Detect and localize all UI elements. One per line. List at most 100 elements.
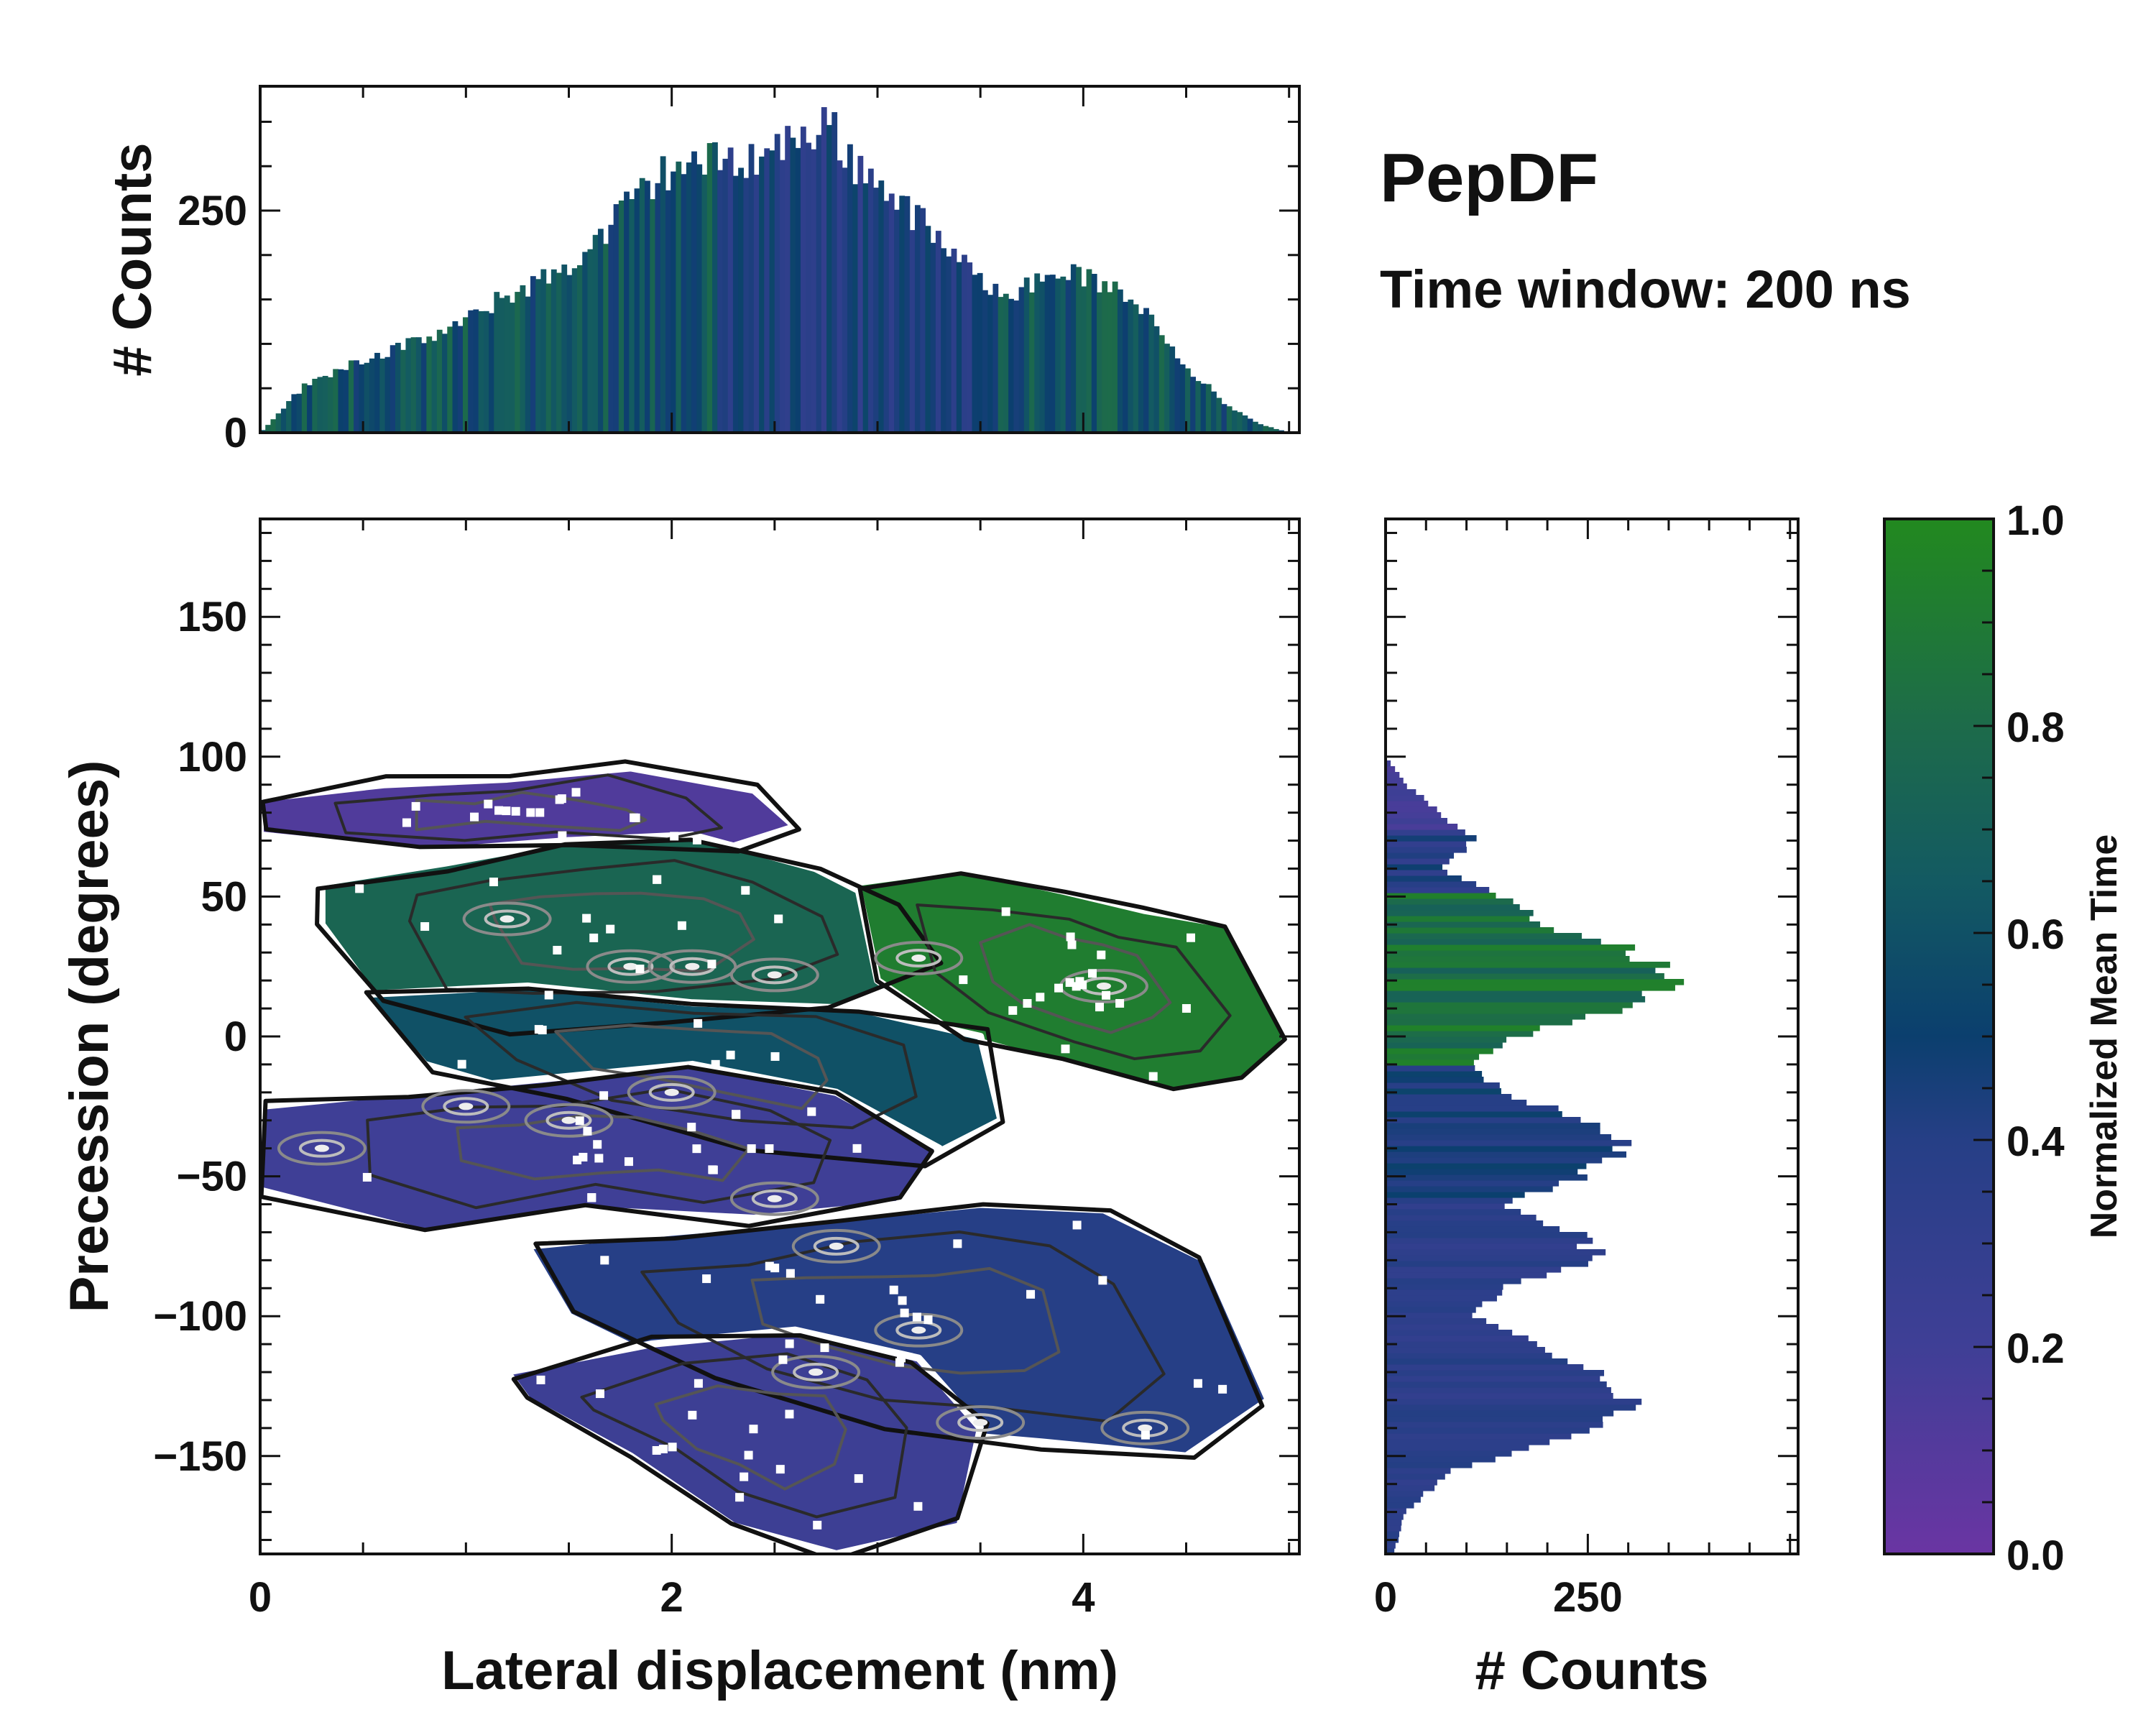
- density-peak-outer-11: [771, 1355, 861, 1390]
- top-bar-156: [1070, 264, 1077, 433]
- top-bar-169: [1138, 313, 1144, 433]
- density-peak-core-1: [499, 915, 515, 923]
- empty-bin-67: [470, 812, 479, 822]
- empty-bin-106: [538, 1026, 547, 1035]
- empty-bin-59: [709, 1165, 718, 1174]
- right-bar-36: [1386, 1341, 1537, 1348]
- right-bar-59: [1386, 1209, 1521, 1215]
- top-bar-141: [992, 283, 999, 433]
- right-bar-95: [1386, 1002, 1633, 1008]
- y-tick-label-minus100: −100: [153, 1293, 247, 1340]
- right-bar-111: [1386, 910, 1534, 916]
- empty-bin-48: [775, 1465, 785, 1474]
- top-bar-49: [515, 292, 521, 433]
- right-bar-54: [1386, 1238, 1593, 1244]
- right-bar-72: [1386, 1134, 1612, 1141]
- right-bar-89: [1386, 1036, 1507, 1043]
- right-bar-33: [1386, 1358, 1568, 1365]
- right-bar-31: [1386, 1370, 1605, 1376]
- empty-bin-12: [1181, 1004, 1191, 1013]
- top-bar-194: [1268, 427, 1274, 433]
- top-bar-64: [592, 234, 599, 433]
- heatmap-contour-0-0: [260, 759, 801, 854]
- top-bar-74: [645, 180, 650, 433]
- top-bar-184: [1216, 397, 1222, 433]
- top-bar-8: [301, 383, 308, 433]
- right-bar-119: [1386, 864, 1443, 870]
- top-bar-171: [1148, 314, 1155, 433]
- density-peak-core-7: [664, 1088, 679, 1096]
- empty-bin-55: [747, 1144, 756, 1154]
- right-bar-85: [1386, 1059, 1474, 1066]
- right-histogram-bars: [1386, 755, 1685, 1555]
- right-bar-47: [1386, 1278, 1521, 1284]
- empty-bin-62: [595, 1389, 604, 1399]
- main-ticks: [259, 519, 1299, 1554]
- top-bar-50: [520, 285, 526, 433]
- right-bar-86: [1386, 1054, 1480, 1060]
- top-bar-51: [525, 296, 531, 433]
- right-bar-70: [1386, 1146, 1613, 1152]
- right-bar-20: [1386, 1433, 1572, 1440]
- empty-bin-84: [589, 933, 599, 942]
- top-bar-157: [1076, 267, 1082, 433]
- top-bar-16: [343, 369, 349, 433]
- right-bar-48: [1386, 1272, 1547, 1279]
- top-bar-7: [296, 393, 303, 433]
- colorbar-title: Normalized Mean Time: [2083, 834, 2125, 1239]
- heatmap-contour-3-0: [364, 986, 1005, 1169]
- top-bar-98: [769, 150, 775, 433]
- colorbar-tick-label-0.6: 0.6: [2007, 911, 2065, 958]
- density-peak-core-11: [808, 1368, 824, 1376]
- right-bar-18: [1386, 1445, 1529, 1451]
- x-tick-label-2: 2: [660, 1574, 683, 1621]
- top-bar-166: [1123, 301, 1129, 433]
- colorbar-tick-label-0.0: 0.0: [2007, 1532, 2065, 1579]
- top-bar-176: [1174, 358, 1181, 433]
- top-bar-20: [364, 362, 370, 433]
- empty-bin-77: [897, 1353, 906, 1363]
- empty-bin-91: [653, 875, 662, 884]
- density-peak-core-4: [767, 971, 782, 979]
- top-bar-96: [759, 156, 765, 433]
- right-bar-82: [1386, 1077, 1484, 1083]
- top-bar-55: [545, 283, 552, 433]
- top-bar-93: [743, 178, 750, 433]
- top-bar-17: [348, 360, 354, 433]
- density-peak-core-5: [911, 954, 926, 962]
- top-bar-163: [1107, 292, 1113, 433]
- top-bar-11: [317, 377, 323, 433]
- empty-bin-74: [1141, 1430, 1150, 1440]
- right-bar-120: [1386, 858, 1450, 865]
- heatmap-contour-2-0: [857, 871, 1287, 1092]
- top-bar-152: [1049, 275, 1056, 433]
- right-bar-56: [1386, 1226, 1560, 1233]
- right-bar-130: [1386, 801, 1429, 807]
- empty-bin-108: [694, 1018, 703, 1028]
- right-bar-115: [1386, 887, 1490, 893]
- density-peak-inner-14: [545, 1110, 592, 1130]
- right-bar-37: [1386, 1335, 1529, 1342]
- heatmap-contour-0-2: [415, 791, 648, 832]
- density-peak-outer-4: [729, 957, 819, 993]
- top-bar-65: [597, 229, 604, 433]
- right-bar-100: [1386, 973, 1664, 980]
- top-bar-30: [415, 337, 422, 433]
- right-bar-63: [1386, 1186, 1553, 1192]
- top-y-axis-title: # Counts: [102, 142, 163, 376]
- right-bar-116: [1386, 881, 1477, 888]
- right-bar-92: [1386, 1019, 1572, 1026]
- empty-bin-72: [953, 1239, 962, 1248]
- right-bar-137: [1386, 760, 1391, 767]
- empty-bin-100: [711, 1059, 720, 1069]
- empty-bin-79: [1193, 1379, 1202, 1388]
- top-bar-12: [322, 375, 328, 433]
- top-bar-34: [436, 329, 443, 433]
- right-bar-44: [1386, 1295, 1497, 1302]
- right-bar-45: [1386, 1289, 1503, 1296]
- top-bar-161: [1097, 292, 1102, 433]
- right-bar-34: [1386, 1353, 1552, 1359]
- top-bar-35: [442, 334, 448, 433]
- top-bar-24: [384, 356, 391, 433]
